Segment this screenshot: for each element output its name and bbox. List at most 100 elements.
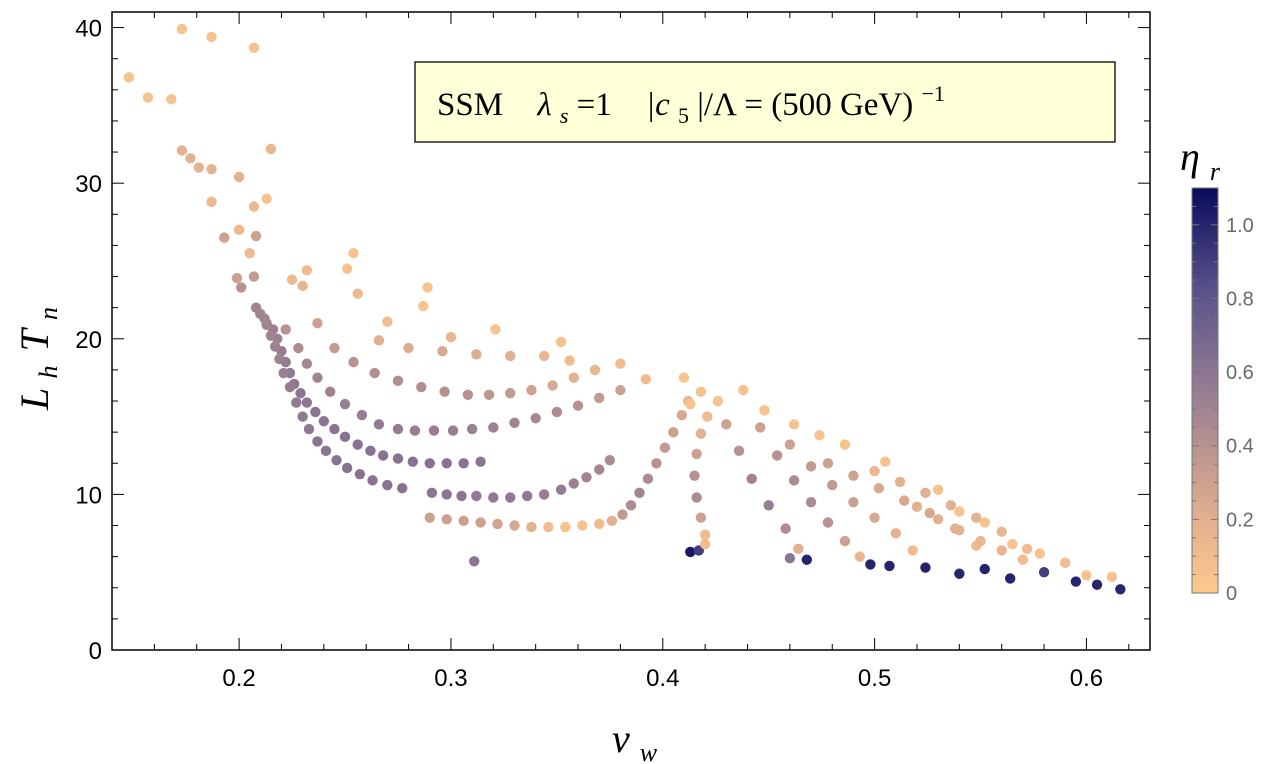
- scatter-point: [920, 487, 931, 499]
- scatter-point: [822, 517, 834, 528]
- scatter-point: [392, 375, 404, 386]
- scatter-point: [301, 358, 313, 369]
- scatter-point: [250, 230, 262, 242]
- y-axis-title-n: n: [34, 307, 63, 320]
- scatter-point: [475, 456, 486, 467]
- scatter-point: [483, 389, 495, 400]
- scatter-point: [475, 517, 486, 528]
- scatter-point: [206, 31, 217, 43]
- scatter-point: [206, 163, 217, 175]
- scatter-point: [801, 554, 813, 565]
- scatter-point: [699, 538, 711, 550]
- y-axis-title-l: L: [12, 388, 57, 411]
- scatter-point: [1106, 571, 1118, 583]
- scatter-point: [551, 406, 563, 418]
- scatter-point: [505, 388, 516, 399]
- scatter-point: [193, 162, 205, 173]
- scatter-point: [547, 380, 558, 391]
- x-axis-title-main: v: [612, 716, 630, 761]
- scatter-point: [488, 492, 499, 503]
- x-tick-label: 0.3: [434, 665, 467, 692]
- scatter-point: [594, 518, 605, 530]
- scatter-point: [392, 453, 404, 464]
- x-tick-label: 0.4: [646, 665, 679, 692]
- colorbar-title: η r: [1180, 134, 1221, 186]
- scatter-point: [248, 42, 260, 53]
- scatter-point: [348, 247, 359, 259]
- scatter-point: [458, 458, 469, 469]
- scatter-point: [568, 478, 580, 489]
- scatter-point: [839, 535, 851, 547]
- scatter-point: [219, 232, 230, 243]
- x-tick-label: 0.6: [1070, 665, 1103, 692]
- scatter-point: [1007, 538, 1018, 550]
- scatter-point: [424, 458, 435, 469]
- scatter-point: [441, 514, 452, 525]
- scatter-point: [695, 512, 707, 523]
- scatter-point: [382, 479, 393, 491]
- scatter-point: [763, 500, 774, 511]
- scatter-point: [954, 506, 965, 517]
- scatter-point: [1115, 584, 1126, 595]
- scatter-point: [702, 411, 713, 422]
- scatter-point: [278, 367, 289, 379]
- scatter-point: [827, 479, 838, 491]
- legend-lambda-value: =1: [577, 87, 612, 123]
- scatter-point: [339, 431, 351, 443]
- scatter-point: [231, 272, 243, 284]
- scatter-point: [456, 490, 467, 502]
- scatter-point: [293, 342, 304, 354]
- scatter-point: [341, 462, 353, 474]
- scatter-point: [265, 330, 277, 341]
- scatter-point: [286, 274, 298, 285]
- scatter-point: [248, 271, 260, 282]
- colorbar-tick-label: 0: [1226, 583, 1237, 605]
- scatter-point: [530, 412, 541, 424]
- scatter-point: [560, 521, 571, 533]
- scatter-point: [899, 495, 910, 506]
- scatter-point: [911, 501, 923, 513]
- scatter-point: [755, 422, 766, 433]
- scatter-point: [365, 445, 376, 457]
- scatter-point: [685, 546, 696, 558]
- scatter-point: [784, 439, 796, 450]
- scatter-point: [594, 392, 605, 404]
- scatter-point: [312, 436, 323, 447]
- scatter-point: [303, 423, 315, 435]
- scatter-point: [284, 381, 296, 393]
- scatter-point: [312, 372, 323, 383]
- scatter-point: [606, 515, 618, 527]
- scatter-point: [382, 316, 393, 327]
- scatter-point: [538, 350, 550, 362]
- colorbar-title-main: η: [1180, 134, 1200, 179]
- y-tick-label: 20: [75, 327, 102, 354]
- colorbar-tick-label: 0.8: [1226, 288, 1254, 310]
- scatter-point: [581, 472, 592, 483]
- scatter-point: [426, 487, 438, 499]
- scatter-point: [907, 545, 918, 556]
- scatter-point: [418, 300, 429, 312]
- scatter-point: [848, 470, 859, 481]
- scatter-point: [695, 386, 707, 397]
- scatter-point: [505, 350, 516, 362]
- scatter-point: [689, 470, 700, 481]
- scatter-point: [397, 482, 408, 494]
- scatter-point: [356, 409, 368, 421]
- scatter-point: [331, 454, 342, 466]
- scatter-point: [869, 465, 880, 477]
- scatter-point: [310, 406, 321, 418]
- scatter-point: [166, 93, 177, 105]
- scatter-point: [439, 386, 450, 397]
- scatter-point: [979, 517, 990, 528]
- scatter-point: [352, 288, 363, 299]
- scatter-point: [422, 282, 433, 293]
- y-axis-title-h: h: [34, 365, 63, 378]
- y-tick-label: 10: [75, 482, 102, 509]
- scatter-point: [248, 201, 260, 212]
- scatter-point: [185, 153, 196, 164]
- scatter-point: [329, 423, 340, 435]
- scatter-point: [176, 145, 188, 156]
- scatter-point: [634, 487, 645, 499]
- scatter-point: [678, 372, 690, 383]
- scatter-point: [615, 384, 626, 396]
